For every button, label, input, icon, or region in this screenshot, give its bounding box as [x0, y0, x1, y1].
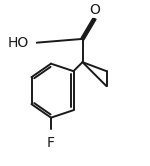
Text: F: F	[47, 136, 55, 150]
Text: O: O	[89, 3, 100, 17]
Text: HO: HO	[7, 36, 28, 50]
